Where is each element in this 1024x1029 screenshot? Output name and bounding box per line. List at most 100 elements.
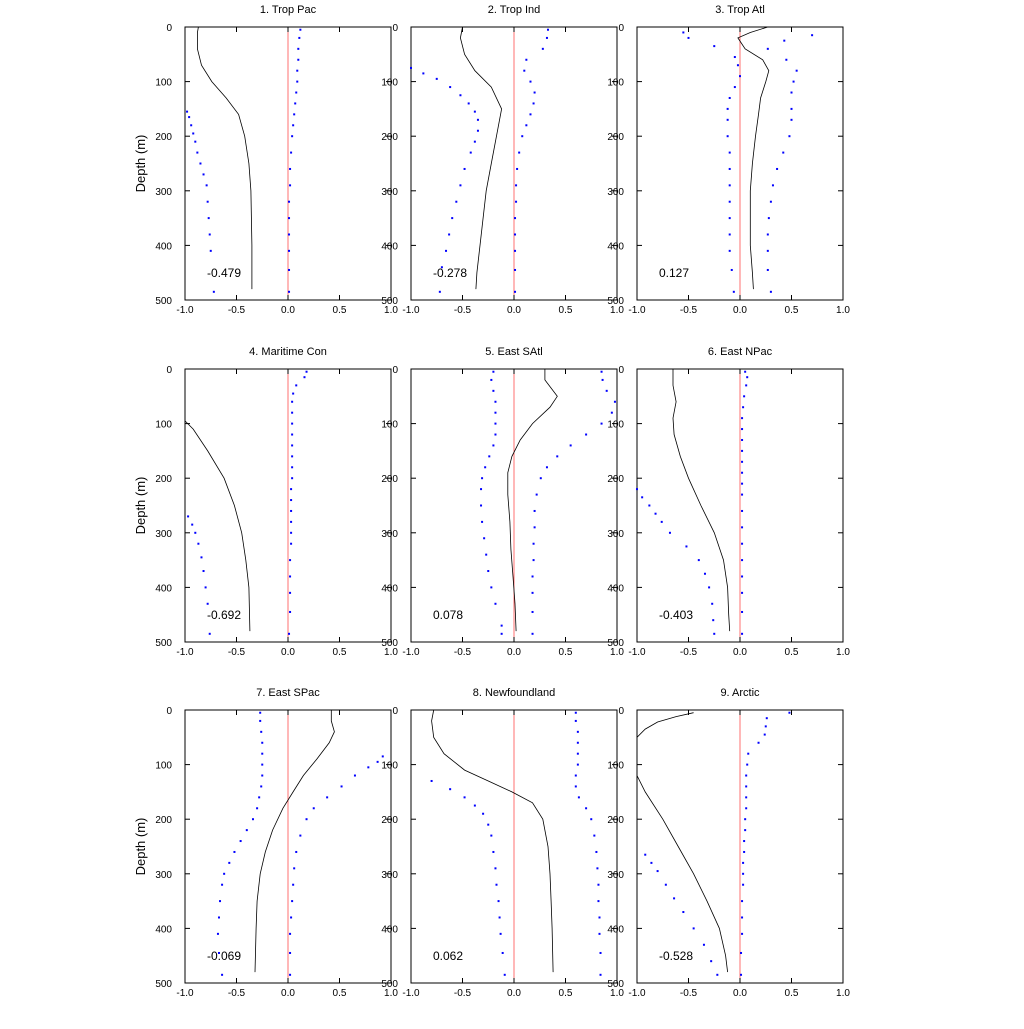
- upper-bound-point: [289, 575, 292, 578]
- lower-bound-point: [196, 151, 199, 154]
- upper-bound-point: [741, 438, 744, 441]
- upper-bound-point: [291, 444, 294, 447]
- x-tick-label: 0.0: [281, 305, 295, 316]
- x-tick-label: 0.0: [507, 305, 521, 316]
- lower-bound-point: [430, 779, 433, 782]
- upper-bound-point: [741, 417, 744, 420]
- upper-bound-point: [745, 774, 748, 777]
- upper-bound-point: [741, 916, 744, 919]
- upper-bound-point: [790, 107, 793, 110]
- panel-4: 4. Maritime Con -1.0 -0.5 0.0 0.5 1.0 0 100 200 3…: [133, 346, 398, 658]
- y-tick-label: 400: [155, 924, 172, 935]
- mean-profile-line: [672, 369, 731, 632]
- upper-bound-point: [741, 610, 744, 613]
- y-tick-label: 300: [381, 870, 398, 881]
- lower-bound-point: [708, 586, 711, 589]
- lower-bound-point: [713, 632, 716, 635]
- upper-bound-point: [610, 411, 613, 414]
- upper-bound-point: [598, 932, 601, 935]
- upper-bound-point: [783, 39, 786, 42]
- lower-bound-point: [490, 834, 493, 837]
- upper-bound-point: [291, 477, 294, 480]
- lower-bound-point: [448, 233, 451, 236]
- x-tick-label: -0.5: [680, 305, 698, 316]
- upper-bound-point: [518, 151, 521, 154]
- upper-bound-point: [769, 200, 772, 203]
- lower-bound-point: [726, 107, 729, 110]
- upper-bound-point: [290, 542, 293, 545]
- upper-bound-point: [545, 466, 548, 469]
- upper-bound-point: [531, 575, 534, 578]
- upper-bound-point: [291, 411, 294, 414]
- upper-bound-point: [766, 233, 769, 236]
- lower-bound-point: [485, 553, 488, 556]
- lower-bound-point: [736, 64, 739, 67]
- upper-bound-point: [303, 376, 306, 379]
- lower-bound-point: [480, 504, 483, 507]
- upper-bound-point: [296, 80, 299, 83]
- y-tick-label: 300: [155, 187, 172, 198]
- lower-bound-point: [710, 960, 713, 963]
- y-tick-label: 100: [155, 761, 172, 772]
- x-tick-label: 1.0: [836, 647, 850, 658]
- panel-title: 7. East SPac: [256, 687, 320, 699]
- x-tick-label: 1.0: [610, 647, 624, 658]
- lower-bound-point: [216, 932, 219, 935]
- upper-bound-point: [782, 151, 785, 154]
- upper-bound-point: [574, 719, 577, 722]
- y-tick-label: 400: [155, 241, 172, 252]
- y-tick-label: 200: [155, 132, 172, 143]
- lower-bound-point: [200, 556, 203, 559]
- lower-bound-point: [239, 840, 242, 843]
- upper-bound-point: [741, 542, 744, 545]
- upper-bound-point: [289, 184, 292, 187]
- mean-profile-line: [196, 26, 253, 290]
- y-tick-label: 100: [381, 761, 398, 772]
- x-tick-label: -1.0: [628, 305, 646, 316]
- correlation-annotation: 0.078: [433, 608, 463, 622]
- upper-bound-point: [788, 135, 791, 138]
- upper-bound-point: [747, 752, 750, 755]
- upper-bound-point: [376, 760, 379, 763]
- lower-bound-point: [435, 77, 438, 80]
- upper-bound-point: [288, 249, 291, 252]
- lower-bound-point: [501, 951, 504, 954]
- lower-bound-point: [449, 788, 452, 791]
- lower-bound-point: [697, 559, 700, 562]
- lower-bound-point: [494, 867, 497, 870]
- lower-bound-point: [656, 870, 659, 873]
- lower-bound-point: [495, 883, 498, 886]
- panel-7: 7. East SPac -1.0 -0.5 0.0 0.5 1.0 0 100 200 300 4…: [133, 687, 398, 999]
- lower-bound-point: [687, 36, 690, 39]
- lower-bound-point: [713, 45, 716, 48]
- lower-bound-point: [219, 900, 222, 903]
- upper-bound-point: [290, 499, 293, 502]
- lower-bound-point: [190, 124, 193, 127]
- y-tick-label: 400: [607, 583, 624, 594]
- lower-bound-point: [703, 572, 706, 575]
- upper-bound-point: [741, 575, 744, 578]
- upper-bound-point: [740, 973, 743, 976]
- lower-bound-point: [469, 151, 472, 154]
- y-tick-label: 400: [381, 583, 398, 594]
- upper-bound-point: [296, 69, 299, 72]
- lower-bound-point: [481, 477, 484, 480]
- x-tick-label: -0.5: [680, 988, 698, 999]
- x-tick-label: -1.0: [402, 647, 420, 658]
- upper-bound-point: [744, 829, 747, 832]
- x-tick-label: 0.5: [333, 305, 347, 316]
- upper-bound-point: [600, 370, 603, 373]
- upper-bound-point: [574, 785, 577, 788]
- x-tick-label: -1.0: [176, 647, 194, 658]
- upper-bound-point: [546, 28, 549, 31]
- y-tick-label: 500: [155, 638, 172, 649]
- x-tick-label: 0.5: [333, 988, 347, 999]
- upper-bound-point: [523, 69, 526, 72]
- upper-bound-point: [741, 460, 744, 463]
- lower-bound-point: [650, 861, 653, 864]
- y-tick-label: 500: [155, 296, 172, 307]
- y-tick-label: 400: [381, 924, 398, 935]
- lower-bound-point: [261, 752, 264, 755]
- y-tick-label: 300: [381, 187, 398, 198]
- x-tick-label: -1.0: [176, 988, 194, 999]
